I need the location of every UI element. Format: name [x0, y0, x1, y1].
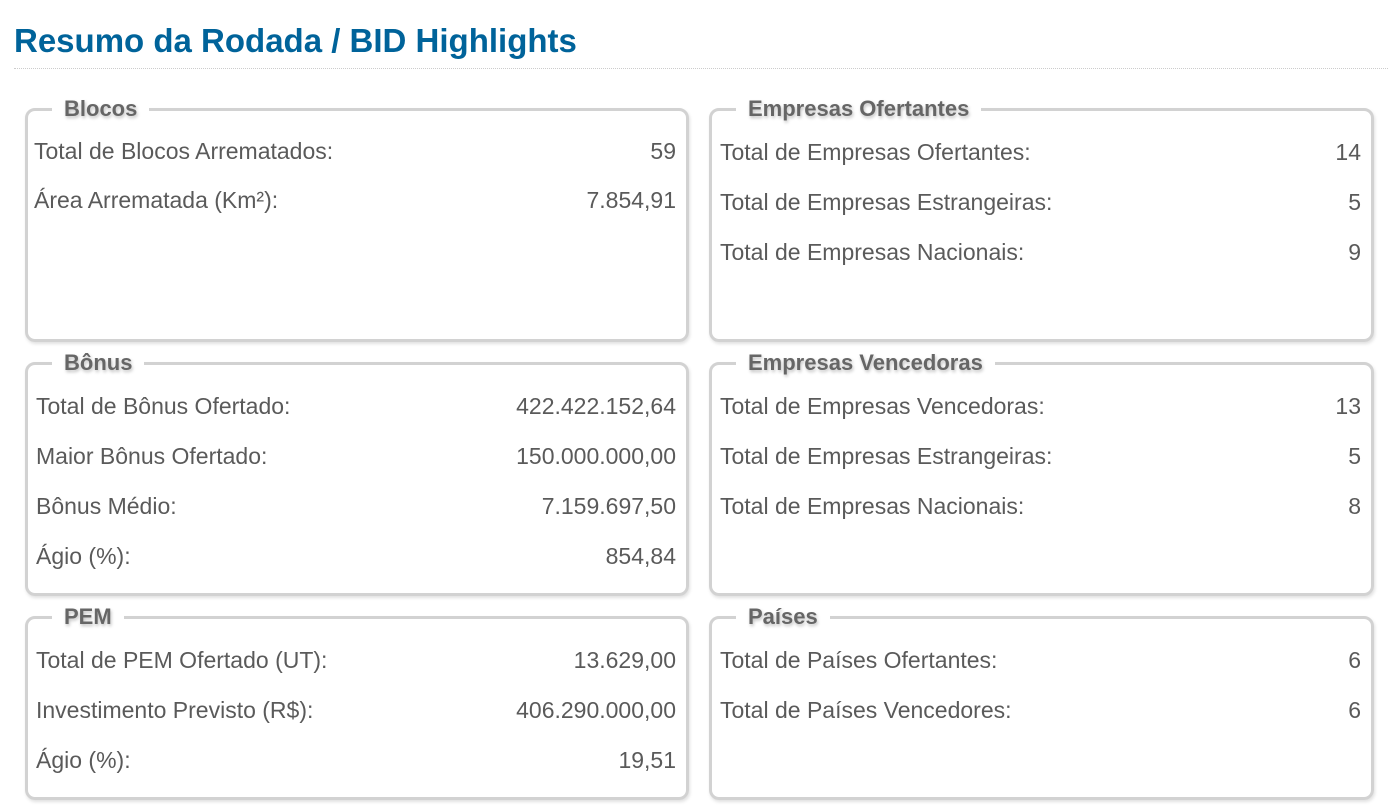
stat-row: Total de Empresas Estrangeiras: 5 — [720, 443, 1361, 470]
stat-value: 5 — [1348, 189, 1361, 215]
stat-value: 5 — [1348, 443, 1361, 469]
stat-label: Total de Países Vencedores: — [720, 697, 1012, 723]
stat-row: Total de Empresas Estrangeiras: 5 — [720, 189, 1361, 216]
stat-value: 854,84 — [605, 543, 676, 569]
panel-empresas-ofertantes: Empresas Ofertantes Total de Empresas Ofe… — [709, 97, 1374, 342]
stat-value: 7.159.697,50 — [541, 493, 676, 519]
stat-row: Total de Países Vencedores: 6 — [720, 697, 1361, 724]
stat-label: Total de Empresas Vencedoras: — [720, 393, 1045, 419]
stat-value: 14 — [1335, 139, 1361, 165]
panel-legend: Bônus — [52, 351, 145, 375]
stat-row: Total de Empresas Nacionais: 9 — [720, 239, 1361, 266]
stat-value: 59 — [650, 138, 676, 164]
stat-value: 6 — [1348, 697, 1361, 723]
panel-bônus: Bônus Total de Bônus Ofertado: 422.422.152… — [25, 351, 689, 596]
stat-label: Investimento Previsto (R$): — [36, 697, 314, 723]
stat-value: 19,51 — [618, 747, 676, 773]
stat-row: Maior Bônus Ofertado: 150.000.000,00 — [36, 443, 676, 470]
stat-value: 6 — [1348, 647, 1361, 673]
stat-row: Ágio (%): 854,84 — [36, 543, 676, 570]
panel-legend: Empresas Ofertantes — [736, 97, 982, 121]
stat-label: Total de Blocos Arrematados: — [34, 138, 334, 164]
stat-row: Total de Blocos Arrematados: 59 — [34, 138, 676, 165]
stat-row: Investimento Previsto (R$): 406.290.000,0… — [36, 697, 676, 724]
page-title: Resumo da Rodada / BID Highlights — [14, 22, 577, 59]
stat-value: 13.629,00 — [573, 647, 676, 673]
stat-row: Total de Bônus Ofertado: 422.422.152,64 — [36, 393, 676, 420]
stat-row: Total de Empresas Ofertantes: 14 — [720, 139, 1361, 166]
panel-empresas-vencedoras: Empresas Vencedoras Total de Empresas Ven… — [709, 351, 1374, 596]
stat-label: Área Arrematada (Km²): — [34, 187, 279, 213]
stat-row: Total de Empresas Vencedoras: 13 — [720, 393, 1361, 420]
stat-label: Total de Empresas Estrangeiras: — [720, 443, 1053, 469]
stat-row: Total de Empresas Nacionais: 8 — [720, 493, 1361, 520]
stat-row: Bônus Médio: 7.159.697,50 — [36, 493, 676, 520]
stat-label: Ágio (%): — [36, 747, 131, 773]
panel-legend: Empresas Vencedoras — [736, 351, 995, 375]
stat-label: Bônus Médio: — [36, 493, 177, 519]
panel-legend: PEM — [52, 605, 124, 629]
stat-value: 9 — [1348, 239, 1361, 265]
divider — [14, 68, 1388, 69]
stat-value: 8 — [1348, 493, 1361, 519]
stat-label: Total de Empresas Nacionais: — [720, 493, 1025, 519]
panel-países: Países Total de Países Ofertantes: 6 Total … — [709, 605, 1374, 800]
stat-label: Total de Países Ofertantes: — [720, 647, 998, 673]
panel-pem: PEM Total de PEM Ofertado (UT): 13.629,00 I… — [25, 605, 689, 800]
panel-legend: Países — [736, 605, 830, 629]
stat-row: Total de Países Ofertantes: 6 — [720, 647, 1361, 674]
stat-value: 150.000.000,00 — [516, 443, 676, 469]
panel-blocos: Blocos Total de Blocos Arrematados: 59 Área… — [25, 97, 689, 342]
stat-value: 422.422.152,64 — [516, 393, 676, 419]
stat-label: Total de Empresas Ofertantes: — [720, 139, 1031, 165]
stat-row: Ágio (%): 19,51 — [36, 747, 676, 774]
stat-value: 7.854,91 — [586, 187, 676, 213]
stat-label: Total de PEM Ofertado (UT): — [36, 647, 328, 673]
stat-label: Total de Bônus Ofertado: — [36, 393, 291, 419]
stat-label: Ágio (%): — [36, 543, 131, 569]
panel-legend: Blocos — [52, 97, 150, 121]
stat-value: 406.290.000,00 — [516, 697, 676, 723]
stat-label: Maior Bônus Ofertado: — [36, 443, 268, 469]
stat-row: Total de PEM Ofertado (UT): 13.629,00 — [36, 647, 676, 674]
stat-label: Total de Empresas Nacionais: — [720, 239, 1025, 265]
stat-row: Área Arrematada (Km²): 7.854,91 — [34, 187, 676, 214]
stat-value: 13 — [1335, 393, 1361, 419]
stat-label: Total de Empresas Estrangeiras: — [720, 189, 1053, 215]
